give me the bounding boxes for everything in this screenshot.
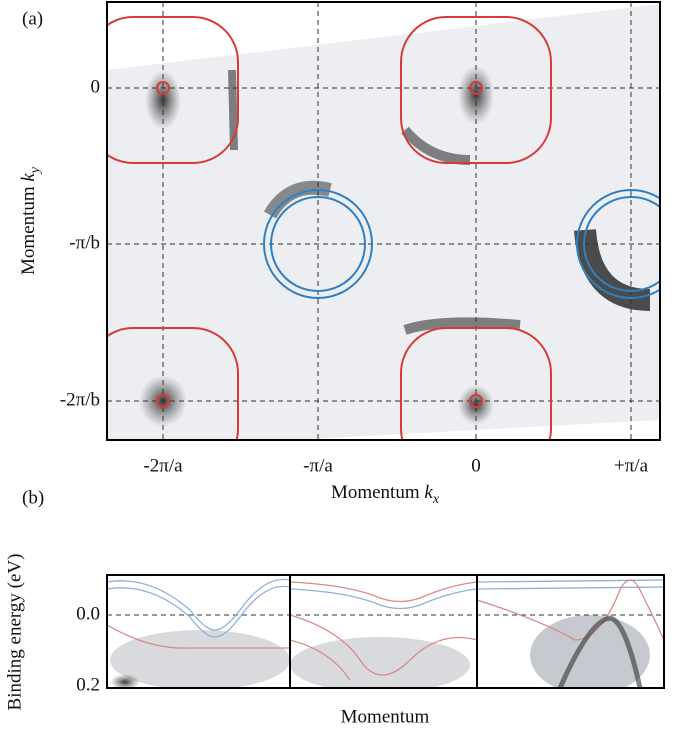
axis-subscript: x (432, 492, 440, 507)
x-axis-label: Momentum kx (331, 482, 440, 507)
intensity (403, 317, 521, 335)
x-tick-label: +π/a (614, 455, 649, 476)
axis-text: Momentum (18, 186, 39, 275)
intensity (145, 70, 181, 130)
y-axis-label: Momentum ky (18, 166, 43, 275)
y-axis-label: Binding energy (eV) (4, 554, 25, 711)
band (289, 581, 478, 603)
intensity (458, 385, 494, 425)
frame (106, 574, 665, 689)
intensity (530, 615, 650, 688)
x-tick-label: 0 (471, 455, 481, 476)
panel-label: (b) (22, 487, 44, 508)
x-tick-label: -π/a (303, 455, 333, 476)
intensity (263, 180, 332, 219)
fermi-surface (400, 327, 552, 440)
fermi-pocket (156, 81, 170, 95)
band (107, 578, 291, 631)
band (289, 614, 478, 676)
band (289, 588, 478, 610)
y-tick-label: -2π/b (60, 389, 100, 410)
band (476, 579, 664, 641)
fermi-surface (270, 196, 366, 292)
band-cuts (107, 575, 664, 688)
frame (106, 1, 661, 441)
axis-text: Momentum (331, 482, 420, 503)
fermi-surface (107, 16, 239, 164)
map-background (107, 4, 660, 440)
fermi-surface (583, 196, 660, 292)
x-tick-label: -2π/a (143, 455, 183, 476)
fermi-pocket (156, 394, 170, 408)
band (107, 624, 290, 649)
intensity (401, 126, 471, 165)
band (107, 585, 291, 638)
band (476, 586, 664, 590)
y-tick-label: 0.0 (76, 603, 100, 624)
fermi-surface (263, 189, 373, 299)
intensity (557, 615, 643, 688)
fermi-pocket (469, 394, 483, 408)
panel-label: (a) (22, 8, 43, 29)
axis-symbol: k (18, 173, 39, 182)
intensity (290, 637, 470, 688)
fermi-surface (400, 16, 552, 164)
intensity (110, 674, 140, 688)
y-tick-label: 0 (91, 76, 101, 97)
axis-symbol: k (424, 482, 433, 503)
y-tick-label: 0.2 (76, 674, 100, 695)
band (289, 639, 351, 681)
x-axis-label: Momentum (341, 706, 430, 727)
fermi-pocket (469, 81, 483, 95)
axis-subscript: y (28, 166, 43, 175)
fermi-map (107, 2, 660, 440)
y-tick-label: -π/b (69, 232, 100, 253)
fermi-surface (107, 327, 239, 440)
fermi-surface (576, 189, 660, 299)
